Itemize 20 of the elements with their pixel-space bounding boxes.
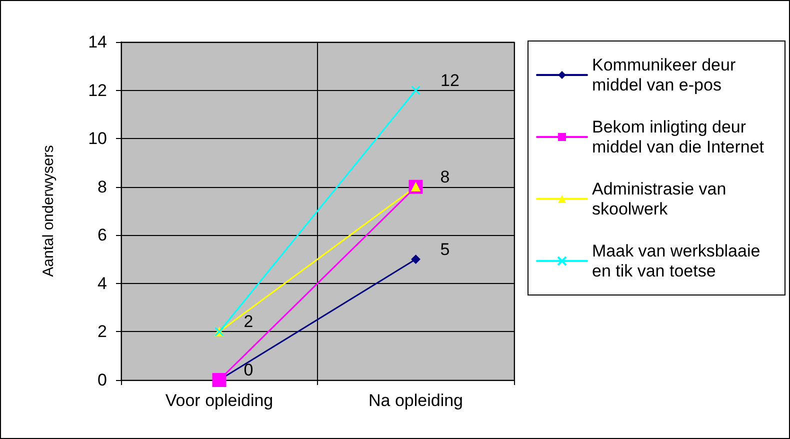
data-label: 5 <box>440 240 450 259</box>
legend-label: Administrasie van skoolwerk <box>592 180 731 218</box>
y-tick-label: 0 <box>98 370 107 390</box>
x-tick-label: Na opleiding <box>368 391 464 410</box>
y-tick-label: 2 <box>98 322 107 342</box>
y-tick-label: 8 <box>98 177 107 196</box>
x-tick-label: Voor opleiding <box>165 391 274 410</box>
data-label: 0 <box>244 360 254 380</box>
data-label: 2 <box>244 312 254 332</box>
y-tick-label: 10 <box>88 129 107 148</box>
y-tick-label: 4 <box>98 274 107 293</box>
data-label: 8 <box>440 167 450 186</box>
y-tick-label: 12 <box>88 80 107 100</box>
legend-label: Bekom inligting deur middel van die Internet <box>592 118 764 156</box>
legend-label: Maak van werksblaaie en tik van toetse <box>592 242 765 280</box>
data-label: 12 <box>440 70 460 90</box>
legend-label: Kommunikeer deur middel van e-pos <box>592 56 740 94</box>
y-axis-title: Aantal onderwysers <box>40 145 57 277</box>
y-tick-label: 6 <box>98 226 107 245</box>
y-tick-label: 14 <box>88 32 107 52</box>
